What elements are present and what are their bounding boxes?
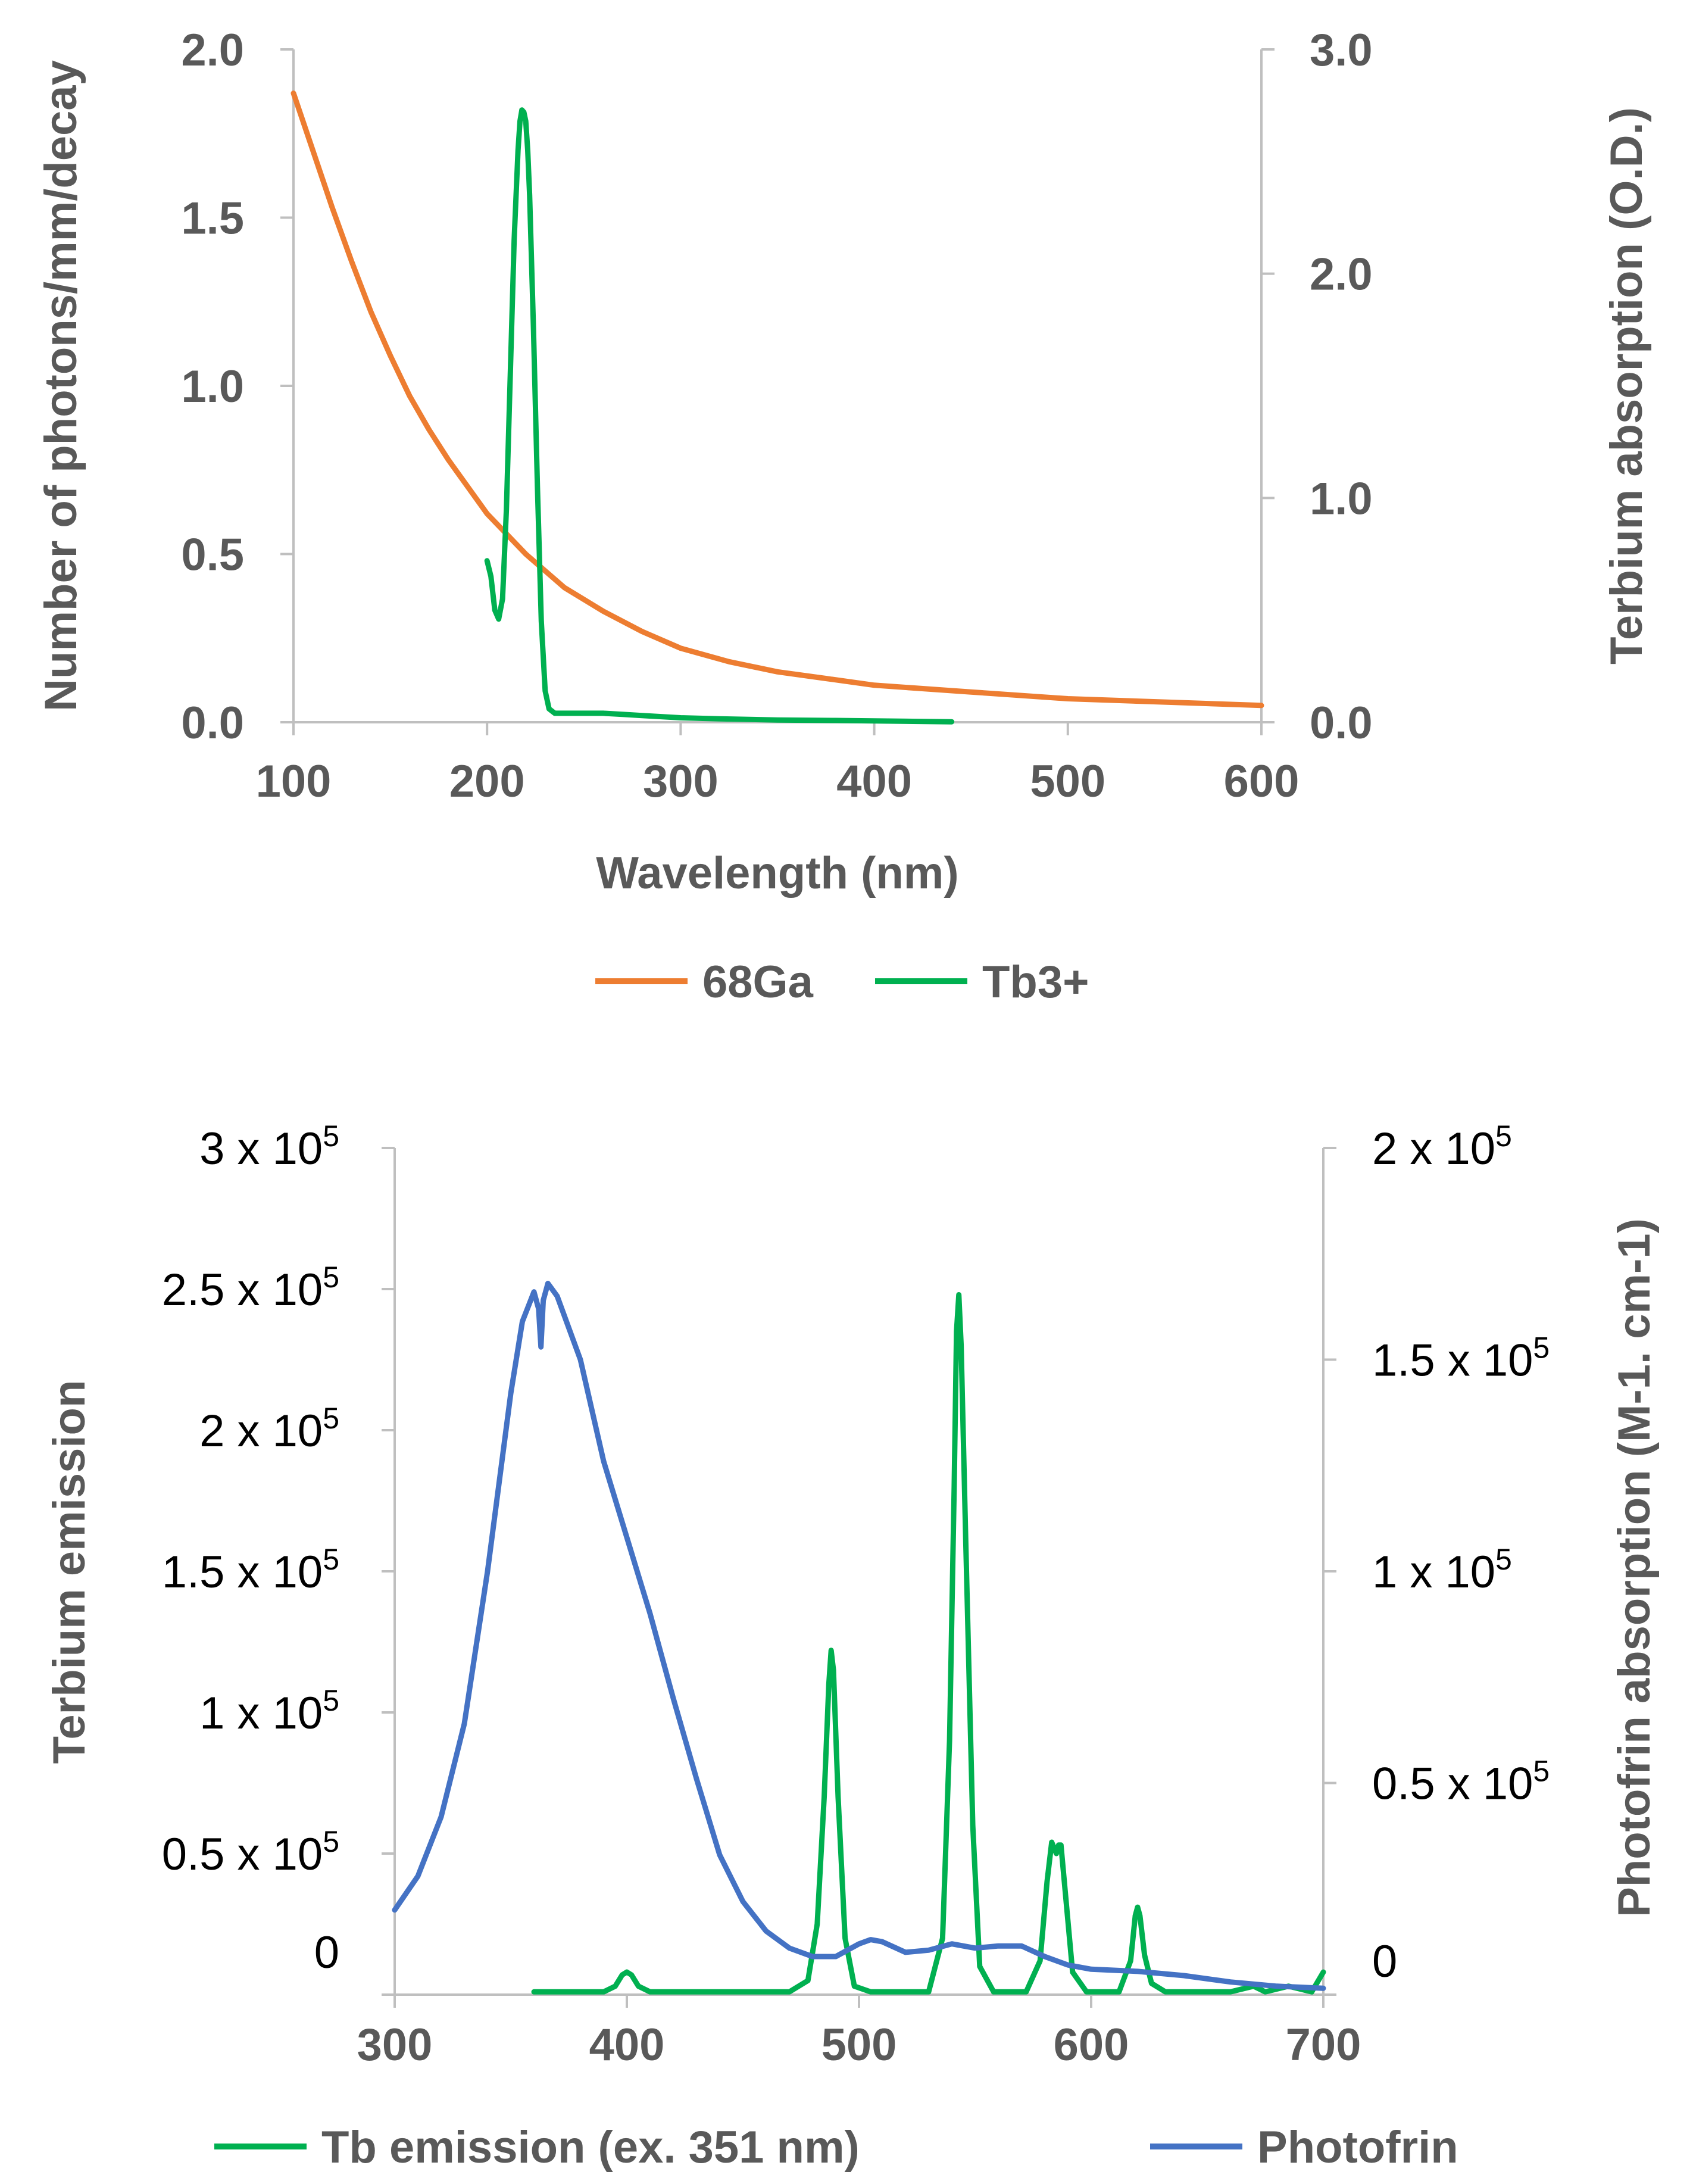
top-y2-tick-label: 3.0	[1310, 25, 1373, 76]
bottom-x-tick-label: 600	[1054, 2020, 1129, 2070]
bottom-legend: Tb emission (ex. 351 nm) Photofrin	[214, 2122, 1458, 2173]
top-y-ticks: 0.0 0.5 1.0 1.5 2.0	[181, 25, 293, 748]
top-y-tick-label: 0.5	[181, 530, 244, 581]
bottom-y2-tick-label: 0.5 x 105	[1372, 1755, 1550, 1809]
bottom-x-ticks: 300 400 500 600 700	[357, 1995, 1361, 2070]
bottom-y-axis-label: Terbium emission	[44, 1380, 95, 1764]
top-x-tick-label: 100	[256, 756, 332, 807]
top-y-tick-label: 0.0	[181, 698, 244, 748]
top-y2-ticks: 0.0 1.0 2.0 3.0	[1261, 25, 1373, 748]
legend-label-photofrin: Photofrin	[1257, 2122, 1458, 2173]
bottom-y-tick-label: 3 x 105	[199, 1119, 339, 1174]
top-y-tick-label: 1.5	[181, 194, 244, 244]
top-x-tick-label: 400	[836, 756, 912, 807]
top-x-tick-label: 500	[1030, 756, 1105, 807]
bottom-y-tick-label: 2.5 x 105	[162, 1261, 339, 1315]
bottom-y-ticks: 0 0.5 x 105 1 x 105 1.5 x 105 2 x 105 2.5 x 1…	[162, 1119, 395, 1996]
top-x-tick-label: 300	[643, 756, 719, 807]
bottom-y-tick-label: 1 x 105	[199, 1684, 339, 1739]
bottom-y2-tick-label: 2 x 105	[1372, 1119, 1512, 1174]
bottom-chart: 300 400 500 600 700 0 0.5 x 105 1 x 105 1.5 x 1…	[44, 1119, 1660, 2173]
bottom-x-tick-label: 300	[357, 2020, 433, 2070]
top-legend: 68Ga Tb3+	[595, 957, 1089, 1007]
legend-label-tb3: Tb3+	[982, 957, 1089, 1007]
series-line-photofrin	[392, 1281, 1326, 1991]
series-line-68ga	[291, 91, 1264, 709]
bottom-y2-axis-label: Photofrin absorption (M-1. cm-1)	[1609, 1218, 1660, 1917]
bottom-y-tick-label: 2 x 105	[199, 1402, 339, 1456]
top-x-tick-label: 600	[1224, 756, 1300, 807]
top-x-ticks: 100 200 300 400 500 600	[256, 722, 1300, 807]
bottom-y2-tick-label: 1.5 x 105	[1372, 1331, 1550, 1386]
legend-label-68ga: 68Ga	[702, 957, 814, 1007]
top-x-tick-label: 200	[449, 756, 525, 807]
bottom-x-tick-label: 400	[589, 2020, 665, 2070]
bottom-y-tick-label: 0.5 x 105	[162, 1825, 339, 1880]
bottom-x-tick-label: 700	[1286, 2020, 1361, 2070]
top-y-tick-label: 1.0	[181, 361, 244, 412]
bottom-series	[392, 1281, 1326, 1995]
bottom-y2-tick-label: 1 x 105	[1372, 1543, 1512, 1598]
top-y2-axis-label: Terbium absorption (O.D.)	[1601, 107, 1652, 664]
bottom-y2-tick-label: 0	[1372, 1936, 1397, 1987]
series-line-tb-emission-ex-351-nm	[531, 1292, 1326, 1995]
top-y-tick-label: 2.0	[181, 25, 244, 76]
bottom-y2-ticks: 0 0.5 x 105 1 x 105 1.5 x 105 2 x 105	[1323, 1119, 1550, 1996]
top-y2-tick-label: 2.0	[1310, 249, 1373, 300]
top-x-axis-label: Wavelength (nm)	[596, 848, 958, 898]
legend-label-tb-emission: Tb emission (ex. 351 nm)	[321, 2122, 860, 2173]
top-series	[291, 91, 1264, 725]
top-y-axis-label: Number of photons/mm/decay	[36, 60, 86, 712]
bottom-y-tick-label: 1.5 x 105	[162, 1543, 339, 1598]
bottom-y-tick-label: 0	[314, 1927, 339, 1978]
bottom-x-tick-label: 500	[821, 2020, 897, 2070]
top-y2-tick-label: 1.0	[1310, 473, 1373, 524]
top-y2-tick-label: 0.0	[1310, 698, 1373, 748]
series-line-tb3	[484, 107, 955, 725]
top-chart: 100 200 300 400 500 600 0.0 0.5 1.0 1.5 2.0 0.0 1.…	[36, 25, 1652, 1007]
